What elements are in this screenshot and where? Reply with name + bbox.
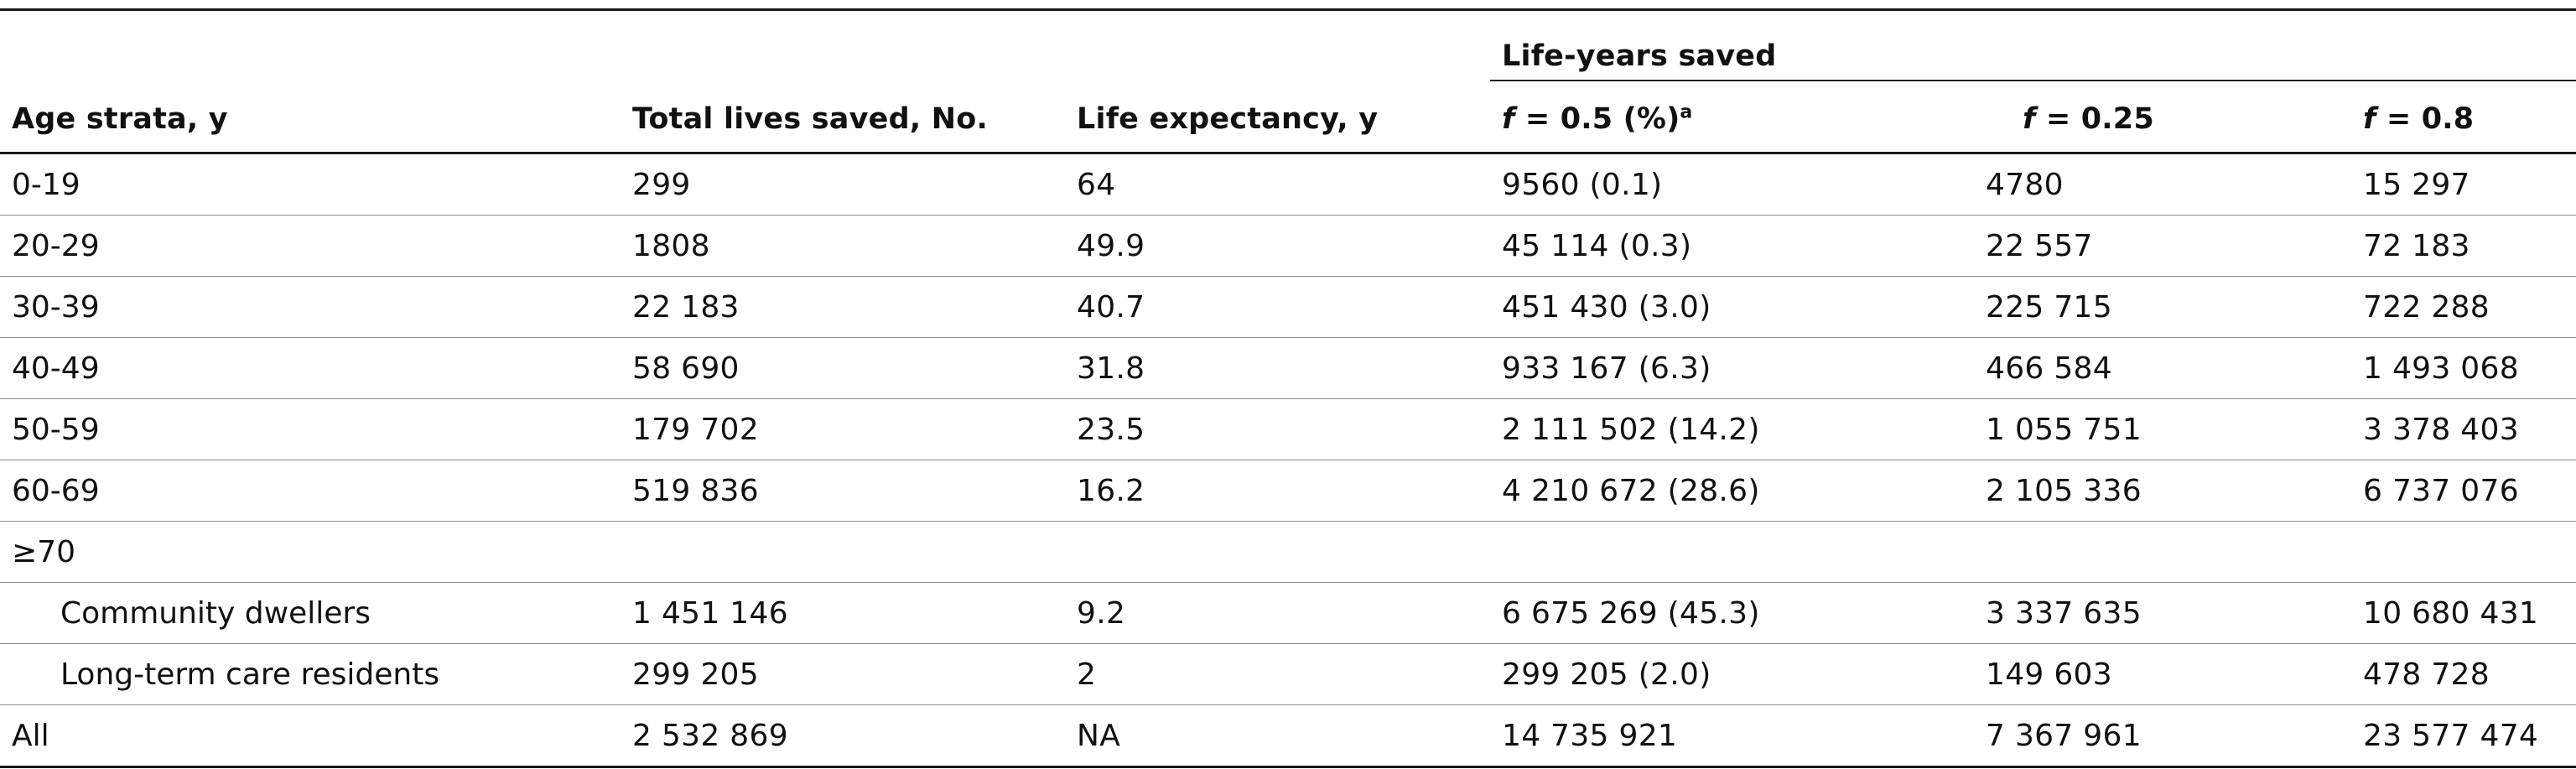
f-symbol: f (2023, 102, 2036, 136)
cell-age: 60-69 (0, 460, 621, 522)
cell-total-lives: 22 183 (621, 276, 1065, 338)
cell-f025 (1974, 521, 2351, 583)
header-columns-row: Age strata, y Total lives saved, No. Lif… (0, 81, 2576, 154)
cell-life-expectancy: 9.2 (1065, 582, 1490, 644)
table-row: 40-49 58 690 31.8 933 167 (6.3) 466 584 … (0, 337, 2576, 399)
cell-f05: 451 430 (3.0) (1490, 276, 1974, 338)
cell-f05 (1490, 521, 1974, 583)
cell-f025: 2 105 336 (1974, 460, 2351, 522)
cell-total-lives: 299 205 (621, 643, 1065, 705)
cell-life-expectancy: NA (1065, 704, 1490, 768)
table-row: All 2 532 869 NA 14 735 921 7 367 961 23… (0, 704, 2576, 768)
cell-total-lives: 1808 (621, 215, 1065, 277)
life-years-saved-group-header: Life-years saved (1490, 11, 2576, 81)
cell-age: 30-39 (0, 276, 621, 338)
cell-f05: 6 675 269 (45.3) (1490, 582, 1974, 644)
cell-life-expectancy: 40.7 (1065, 276, 1490, 338)
cell-f08: 72 183 (2351, 215, 2576, 277)
cell-total-lives: 179 702 (621, 398, 1065, 460)
cell-f08: 1 493 068 (2351, 337, 2576, 399)
cell-age: 0-19 (0, 153, 621, 216)
cell-f05: 4 210 672 (28.6) (1490, 460, 1974, 522)
table-row: Community dwellers 1 451 146 9.2 6 675 2… (0, 582, 2576, 644)
life-years-table-container: Life-years saved Age strata, y Total liv… (0, 8, 2576, 768)
cell-total-lives: 58 690 (621, 337, 1065, 399)
life-years-table: Life-years saved Age strata, y Total liv… (0, 8, 2576, 768)
cell-life-expectancy: 23.5 (1065, 398, 1490, 460)
cell-f08: 722 288 (2351, 276, 2576, 338)
cell-f025: 149 603 (1974, 643, 2351, 705)
cell-f08: 10 680 431 (2351, 582, 2576, 644)
table-row: 30-39 22 183 40.7 451 430 (3.0) 225 715 … (0, 276, 2576, 338)
cell-f025: 7 367 961 (1974, 704, 2351, 768)
col-header-f08: f = 0.8 (2351, 81, 2576, 154)
cell-age: Long-term care residents (0, 643, 621, 705)
f05-label: = 0.5 (%) (1524, 102, 1680, 136)
table-row: 60-69 519 836 16.2 4 210 672 (28.6) 2 10… (0, 460, 2576, 522)
cell-f025: 1 055 751 (1974, 398, 2351, 460)
cell-total-lives: 519 836 (621, 460, 1065, 522)
cell-f08: 3 378 403 (2351, 398, 2576, 460)
cell-f05: 45 114 (0.3) (1490, 215, 1974, 277)
cell-total-lives: 2 532 869 (621, 704, 1065, 768)
cell-age: All (0, 704, 621, 768)
table-row: Long-term care residents 299 205 2 299 2… (0, 643, 2576, 705)
cell-total-lives (621, 521, 1065, 583)
cell-life-expectancy: 2 (1065, 643, 1490, 705)
table-body: 0-19 299 64 9560 (0.1) 4780 15 297 20-29… (0, 153, 2576, 768)
cell-f025: 466 584 (1974, 337, 2351, 399)
footnote-marker: a (1680, 101, 1693, 123)
cell-f08: 23 577 474 (2351, 704, 2576, 768)
cell-life-expectancy: 49.9 (1065, 215, 1490, 277)
table-row: 0-19 299 64 9560 (0.1) 4780 15 297 (0, 153, 2576, 216)
col-header-f025: f = 0.25 (1974, 81, 2351, 154)
cell-f08: 6 737 076 (2351, 460, 2576, 522)
cell-age: 20-29 (0, 215, 621, 277)
cell-f08: 478 728 (2351, 643, 2576, 705)
cell-f05: 299 205 (2.0) (1490, 643, 1974, 705)
cell-f025: 22 557 (1974, 215, 2351, 277)
header-group-row: Life-years saved (0, 11, 2576, 81)
f-symbol: f (2363, 102, 2376, 136)
cell-f025: 225 715 (1974, 276, 2351, 338)
cell-f05: 2 111 502 (14.2) (1490, 398, 1974, 460)
cell-f05: 14 735 921 (1490, 704, 1974, 768)
f-symbol: f (1502, 102, 1515, 136)
cell-total-lives: 1 451 146 (621, 582, 1065, 644)
cell-life-expectancy: 31.8 (1065, 337, 1490, 399)
cell-f05: 9560 (0.1) (1490, 153, 1974, 216)
cell-age: 50-59 (0, 398, 621, 460)
table-row: ≥70 (0, 521, 2576, 583)
col-header-total-lives: Total lives saved, No. (621, 81, 1065, 154)
cell-age: ≥70 (0, 521, 621, 583)
cell-age: Community dwellers (0, 582, 621, 644)
f08-label: = 0.8 (2386, 102, 2475, 136)
cell-f025: 4780 (1974, 153, 2351, 216)
col-header-f05: f = 0.5 (%)a (1490, 81, 1974, 154)
table-top-rule (0, 8, 2576, 12)
cell-life-expectancy: 64 (1065, 153, 1490, 216)
cell-life-expectancy: 16.2 (1065, 460, 1490, 522)
table-row: 50-59 179 702 23.5 2 111 502 (14.2) 1 05… (0, 398, 2576, 460)
cell-f08: 15 297 (2351, 153, 2576, 216)
col-header-age: Age strata, y (0, 81, 621, 154)
cell-f08 (2351, 521, 2576, 583)
cell-life-expectancy (1065, 521, 1490, 583)
table-row: 20-29 1808 49.9 45 114 (0.3) 22 557 72 1… (0, 215, 2576, 277)
col-header-life-expectancy: Life expectancy, y (1065, 81, 1490, 154)
cell-age: 40-49 (0, 337, 621, 399)
cell-f025: 3 337 635 (1974, 582, 2351, 644)
cell-total-lives: 299 (621, 153, 1065, 216)
f025-label: = 0.25 (2045, 102, 2154, 136)
cell-f05: 933 167 (6.3) (1490, 337, 1974, 399)
